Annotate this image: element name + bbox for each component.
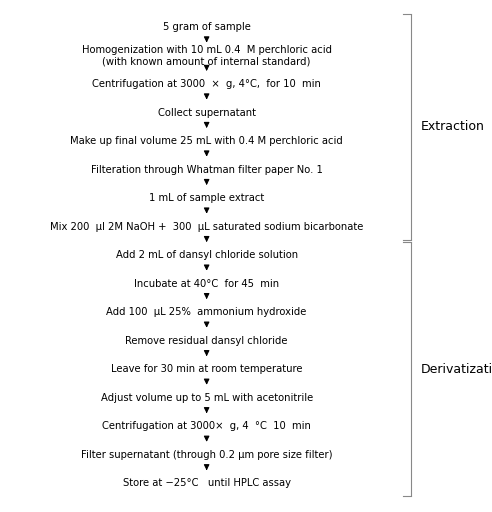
Text: 5 gram of sample: 5 gram of sample — [163, 22, 250, 32]
Text: 1 mL of sample extract: 1 mL of sample extract — [149, 193, 264, 203]
Text: Centrifugation at 3000×  g, 4  °C  10  min: Centrifugation at 3000× g, 4 °C 10 min — [102, 421, 311, 432]
Text: Incubate at 40°C  for 45  min: Incubate at 40°C for 45 min — [134, 279, 279, 289]
Text: Store at −25°C   until HPLC assay: Store at −25°C until HPLC assay — [123, 478, 291, 488]
Text: Homogenization with 10 mL 0.4  M perchloric acid
(with known amount of internal : Homogenization with 10 mL 0.4 M perchlor… — [82, 45, 332, 67]
Text: Centrifugation at 3000  ×  g, 4°C,  for 10  min: Centrifugation at 3000 × g, 4°C, for 10 … — [92, 79, 321, 89]
Text: Mix 200  μl 2M NaOH +  300  μL saturated sodium bicarbonate: Mix 200 μl 2M NaOH + 300 μL saturated so… — [50, 222, 363, 232]
Text: Leave for 30 min at room temperature: Leave for 30 min at room temperature — [111, 365, 303, 374]
Text: Adjust volume up to 5 mL with acetonitrile: Adjust volume up to 5 mL with acetonitri… — [100, 393, 313, 403]
Text: Add 2 mL of dansyl chloride solution: Add 2 mL of dansyl chloride solution — [116, 250, 298, 260]
Text: Derivatization: Derivatization — [421, 363, 492, 376]
Text: Filteration through Whatman filter paper No. 1: Filteration through Whatman filter paper… — [91, 165, 323, 175]
Text: Add 100  μL 25%  ammonium hydroxide: Add 100 μL 25% ammonium hydroxide — [106, 307, 307, 317]
Text: Collect supernatant: Collect supernatant — [157, 108, 256, 118]
Text: Make up final volume 25 mL with 0.4 M perchloric acid: Make up final volume 25 mL with 0.4 M pe… — [70, 136, 343, 146]
Text: Remove residual dansyl chloride: Remove residual dansyl chloride — [125, 336, 288, 346]
Text: Filter supernatant (through 0.2 μm pore size filter): Filter supernatant (through 0.2 μm pore … — [81, 450, 333, 460]
Text: Extraction: Extraction — [421, 120, 485, 134]
